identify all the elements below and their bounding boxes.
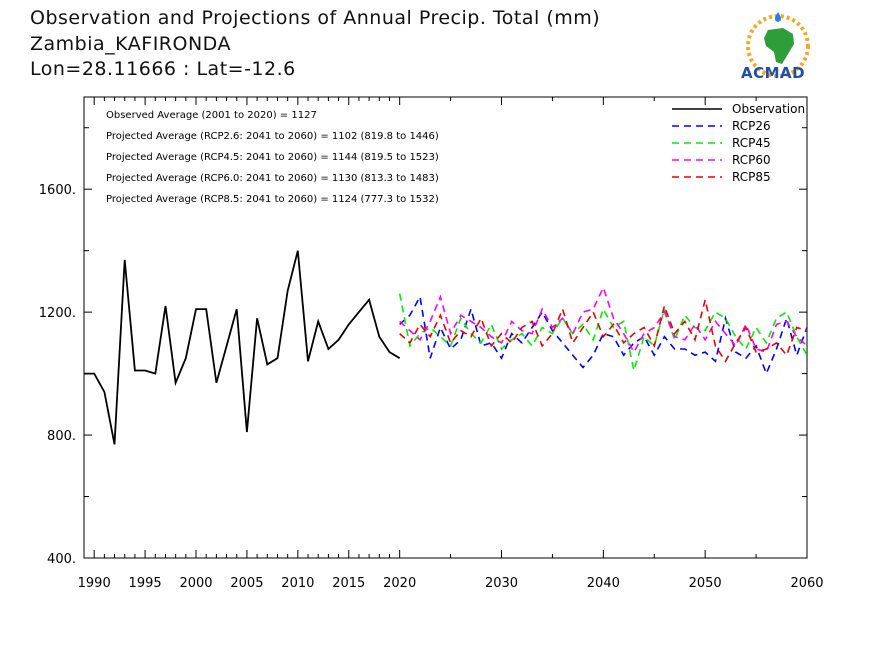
x-tick-label: 2005 [230, 576, 263, 591]
x-tick-label: 2020 [383, 576, 416, 591]
annotation-line: Projected Average (RCP2.6: 2041 to 2060)… [106, 131, 439, 142]
x-tick-label: 2050 [689, 576, 722, 591]
legend-label-rcp45: RCP45 [732, 136, 771, 150]
chart-title: Observation and Projections of Annual Pr… [30, 7, 601, 29]
y-tick-label: 1600. [39, 183, 76, 198]
series-line-rcp26 [399, 294, 808, 376]
x-tick-label: 2030 [485, 576, 518, 591]
y-tick-label: 1200. [39, 306, 76, 321]
y-tick-label: 400. [47, 552, 76, 567]
x-tick-label: 2010 [281, 576, 314, 591]
series-line-observation [84, 250, 401, 445]
legend-label-rcp85: RCP85 [732, 170, 771, 184]
x-tick-label: 2000 [179, 576, 212, 591]
x-tick-label: 1995 [129, 576, 162, 591]
annotation-line: Projected Average (RCP4.5: 2041 to 2060)… [106, 152, 439, 163]
legend-label-observation: Observation [732, 102, 805, 116]
x-tick-label: 2060 [790, 576, 823, 591]
acmad-logo-icon [746, 12, 810, 78]
series-line-rcp45 [398, 293, 808, 371]
legend-label-rcp26: RCP26 [732, 119, 771, 133]
coordinates: Lon=28.11666 : Lat=-12.6 [30, 58, 296, 80]
series-line-rcp85 [399, 299, 808, 363]
x-tick-label: 2040 [587, 576, 620, 591]
logo-text: ACMAD [741, 64, 806, 82]
annotation-line: Observed Average (2001 to 2020) = 1127 [106, 110, 317, 121]
location-name: Zambia_KAFIRONDA [30, 33, 231, 55]
legend-label-rcp60: RCP60 [732, 153, 771, 167]
annotation-line: Projected Average (RCP6.0: 2041 to 2060)… [106, 173, 439, 184]
y-tick-label: 800. [47, 429, 76, 444]
x-tick-label: 1990 [78, 576, 111, 591]
x-tick-label: 2015 [332, 576, 365, 591]
annotation-line: Projected Average (RCP8.5: 2041 to 2060)… [106, 194, 439, 205]
